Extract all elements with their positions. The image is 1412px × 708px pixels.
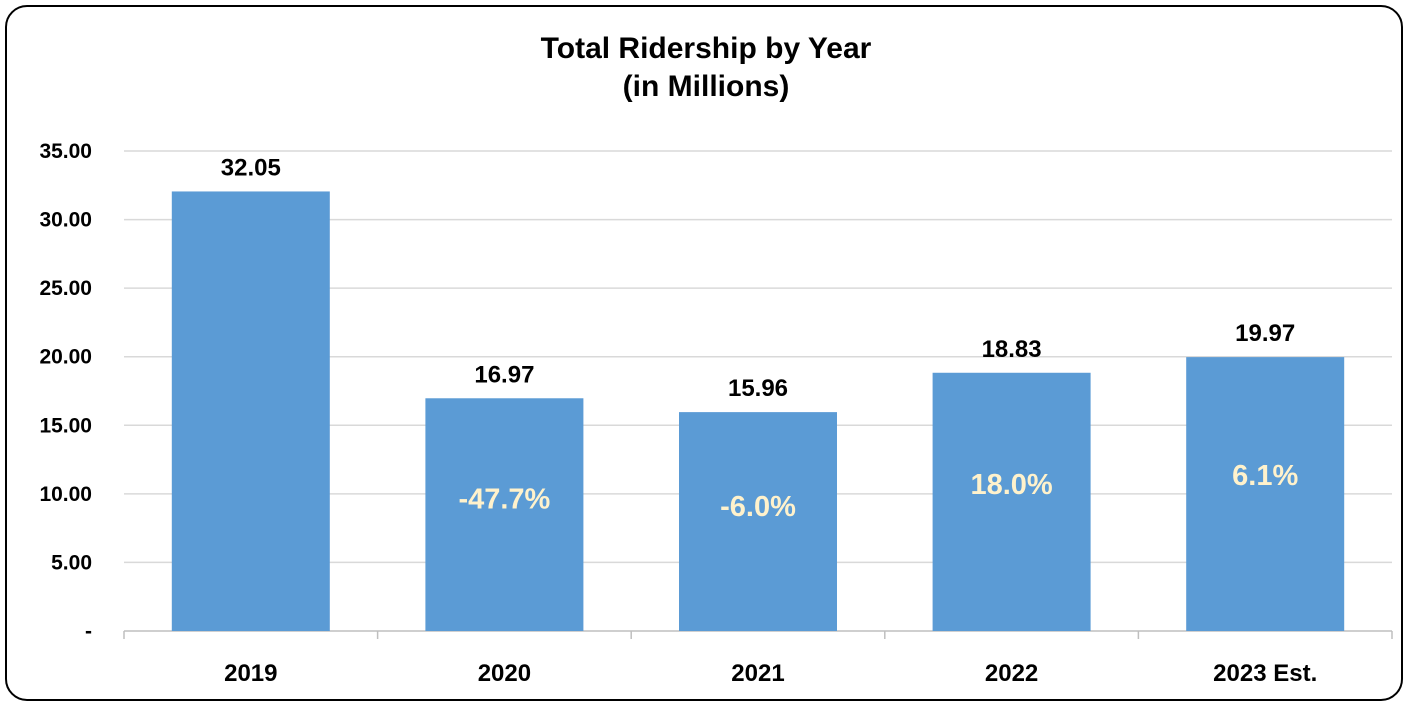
x-tick-label: 2021 xyxy=(731,660,784,687)
bar-2019 xyxy=(171,191,330,631)
value-label: 32.05 xyxy=(221,154,281,181)
y-tick-label: 20.00 xyxy=(39,346,92,369)
y-tick-label: 15.00 xyxy=(39,414,92,437)
y-tick-label: 10.00 xyxy=(39,483,92,506)
bar-2021 xyxy=(679,412,837,631)
value-label: 16.97 xyxy=(474,361,534,388)
x-tick-label: 2023 Est. xyxy=(1213,660,1317,687)
bar-2022 xyxy=(932,372,1091,631)
y-tick-label: 35.00 xyxy=(39,140,92,163)
chart-title-block: Total Ridership by Year (in Millions) xyxy=(0,30,1412,106)
bar-2023-est- xyxy=(1186,357,1345,631)
percent-change-label: 18.0% xyxy=(970,469,1052,501)
percent-change-label: 6.1% xyxy=(1232,460,1298,492)
chart-subtitle: (in Millions) xyxy=(622,70,790,103)
bar-2020 xyxy=(425,398,584,631)
y-tick-label: 5.00 xyxy=(51,551,92,574)
y-tick-label: - xyxy=(85,620,92,643)
value-label: 19.97 xyxy=(1235,320,1295,347)
y-tick-label: 25.00 xyxy=(39,277,92,300)
x-tick-label: 2022 xyxy=(985,660,1038,687)
value-label: 18.83 xyxy=(982,336,1042,363)
x-tick-label: 2019 xyxy=(224,660,277,687)
percent-change-label: -6.0% xyxy=(720,491,796,523)
x-tick-label: 2020 xyxy=(478,660,531,687)
y-tick-label: 30.00 xyxy=(39,209,92,232)
value-label: 15.96 xyxy=(728,375,788,402)
percent-change-label: -47.7% xyxy=(458,483,550,515)
chart-title: Total Ridership by Year xyxy=(540,32,872,65)
